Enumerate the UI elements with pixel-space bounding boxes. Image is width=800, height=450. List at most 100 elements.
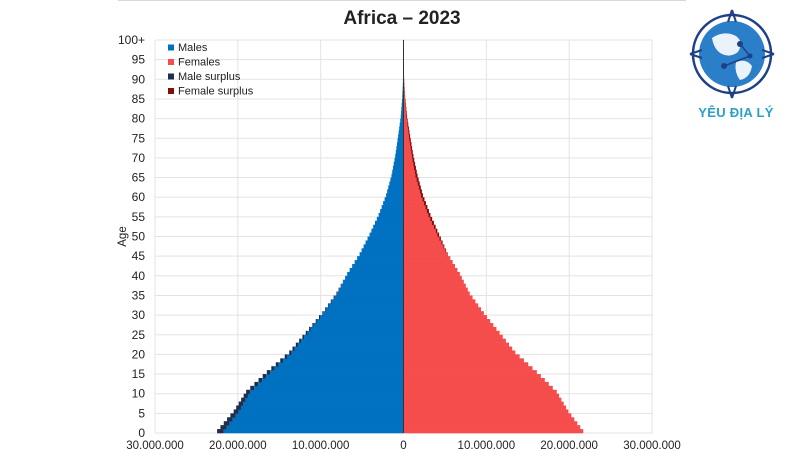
male-bar [380,208,404,214]
male-surplus-bar [330,299,332,304]
male-surplus-bar [315,319,317,324]
male-bar [297,342,404,347]
male-bar [396,142,404,147]
female-surplus-bar [425,205,428,210]
male-surplus-bar [292,346,295,351]
male-bar [287,354,404,359]
male-bar [361,248,404,253]
female-surplus-bar [426,208,429,214]
female-bar [403,413,572,418]
legend-swatch [168,88,174,94]
male-bar [396,146,404,151]
male-bar [376,216,404,222]
female-bar [403,267,458,273]
male-bar [390,177,404,182]
male-bar [294,346,404,351]
female-surplus-bar [412,157,415,163]
y-tick-label: 60 [132,190,146,204]
female-bar [403,374,541,379]
y-tick-label: 0 [138,426,145,440]
female-surplus-bar [430,216,433,222]
female-bar [403,338,506,343]
male-bar [304,334,404,339]
male-bar [373,224,404,229]
female-surplus-bar [431,220,434,226]
female-bar [403,256,450,261]
male-bar [369,232,404,237]
male-bar [238,409,404,414]
female-bar [403,299,476,304]
male-bar [402,95,404,100]
male-bar [401,102,404,108]
male-bar [247,393,404,398]
legend-label: Male surplus [178,71,241,83]
female-bar [403,126,408,131]
male-surplus-bar [295,342,298,347]
male-surplus-bar [236,405,241,410]
female-surplus-bar [418,185,421,190]
y-tick-label: 25 [132,328,146,342]
male-surplus-bar [302,334,305,339]
male-bar [392,169,404,174]
male-bar [386,193,404,198]
female-bar [403,291,470,296]
male-surplus-bar [217,429,224,434]
female-bar [403,421,578,426]
female-bar [403,260,453,265]
x-tick-label: 20.000.000 [209,440,267,450]
male-bar [401,98,404,104]
male-bar [393,161,404,167]
female-surplus-bar [406,114,408,119]
male-bar [375,220,404,226]
female-bar [403,95,405,100]
male-bar [341,283,404,288]
female-bar [403,417,575,422]
female-bar [403,165,415,170]
male-bar [274,366,404,371]
male-bar [291,350,404,355]
male-bar [381,205,404,210]
y-tick-label: 70 [132,151,146,165]
male-bar [328,303,404,308]
legend-swatch [168,73,174,80]
female-bar [403,208,427,214]
female-bar [403,283,466,288]
female-surplus-bar [407,126,409,131]
female-surplus-bar [408,134,411,139]
female-surplus-bar [420,193,423,198]
female-bar [403,236,440,241]
male-bar [235,413,404,418]
female-bar [403,295,473,300]
female-bar [403,322,494,328]
female-bar [403,381,549,387]
legend-swatch [168,44,174,51]
female-bar [403,173,416,178]
male-bar [270,370,404,375]
male-surplus-bar [262,374,267,379]
female-bar [403,205,426,210]
female-surplus-bar [411,153,414,159]
male-bar [301,338,404,343]
male-bar [339,287,404,292]
female-bar [403,224,434,229]
male-bar [325,307,404,312]
female-bar [403,177,417,182]
y-tick-label: 35 [132,288,146,302]
male-surplus-bar [327,303,329,308]
male-surplus-bar [243,393,248,398]
female-bar [403,319,491,324]
male-bar [250,389,404,394]
female-bar [403,366,533,371]
male-bar [347,271,404,277]
x-tick-label: 30.000.000 [623,440,681,450]
female-bar [403,110,406,115]
male-surplus-bar [305,330,308,336]
legend-swatch [168,59,174,65]
female-surplus-bar [439,236,441,241]
female-bar [403,350,516,355]
female-bar [403,409,569,414]
male-surplus-bar [271,366,275,371]
male-bar [399,126,404,131]
legend-label: Females [178,57,221,69]
female-surplus-bar [410,146,413,151]
